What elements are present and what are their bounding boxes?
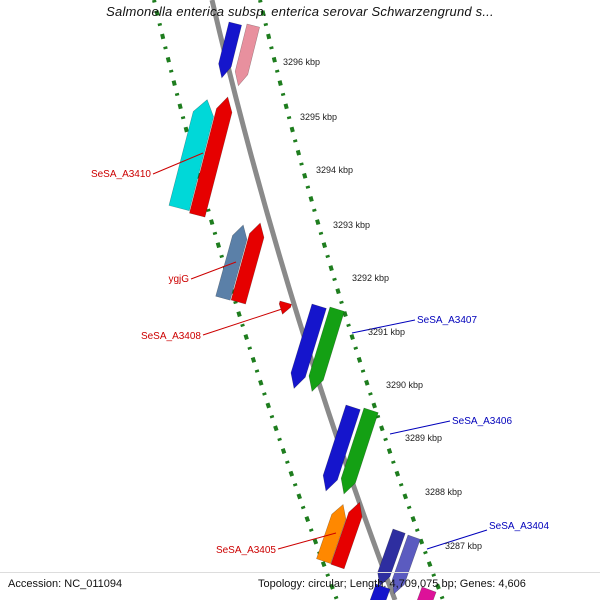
gene-label-sesa-a3407[interactable]: SeSA_A3407 xyxy=(417,315,477,326)
label-line-sesa-a3406 xyxy=(389,420,451,435)
tick-label-3296kbp: 3296 kbp xyxy=(283,57,320,67)
gene-arrow-sesa-a3406-blue[interactable] xyxy=(319,404,361,493)
gene-arrow-sesa-a3407-blue[interactable] xyxy=(287,303,327,391)
tick-label-3289kbp: 3289 kbp xyxy=(405,433,442,443)
tick-label-3293kbp: 3293 kbp xyxy=(333,220,370,230)
gene-label-sesa-a3406[interactable]: SeSA_A3406 xyxy=(452,416,512,427)
gene-arrow-sesa-a3407-green[interactable] xyxy=(305,306,345,394)
tick-label-3295kbp: 3295 kbp xyxy=(300,112,337,122)
gene-arrow-sesa-a3405-red[interactable] xyxy=(330,500,366,570)
gene-arrow-sesa-a3404-navy[interactable] xyxy=(374,528,406,588)
genome-backbone xyxy=(209,0,398,600)
tick-label-3288kbp: 3288 kbp xyxy=(425,487,462,497)
gene-label-sesa-a3404[interactable]: SeSA_A3404 xyxy=(489,521,549,532)
gene-arrow-sesa-a3410-cyan[interactable] xyxy=(168,97,217,211)
tick-label-3292kbp: 3292 kbp xyxy=(352,273,389,283)
gene-arrow-ygjg[interactable] xyxy=(215,223,251,301)
label-line-sesa-a3405 xyxy=(277,532,337,550)
label-line-sesa-a3410 xyxy=(152,152,204,175)
gene-label-ygjg[interactable]: ygjG xyxy=(168,274,189,285)
ruler-ticks-left xyxy=(152,0,339,600)
gene-arrow-sesa-a3410-red[interactable] xyxy=(189,95,235,218)
gene-arrow-bottom-magenta[interactable] xyxy=(408,586,437,600)
label-line-sesa-a3407 xyxy=(351,319,416,334)
gene-arrow-bottom-blue[interactable] xyxy=(359,583,391,600)
accession-text: Accession: NC_011094 xyxy=(8,578,123,590)
status-bar: Accession: NC_011094 Topology: circular;… xyxy=(0,574,600,600)
map-title: Salmonella enterica subsp. enterica sero… xyxy=(106,4,494,19)
gene-label-sesa-a3410[interactable]: SeSA_A3410 xyxy=(91,169,151,180)
gene-arrow-sesa-a3408[interactable] xyxy=(277,300,292,316)
topology-summary-text: Topology: circular; Length: 4,709,075 bp… xyxy=(258,578,526,590)
label-line-ygjg xyxy=(190,261,237,280)
label-line-sesa-a3404 xyxy=(426,529,488,550)
gene-arrow-sesa-a3406-green[interactable] xyxy=(337,407,379,496)
tick-label-3291kbp: 3291 kbp xyxy=(368,327,405,337)
gene-label-sesa-a3408[interactable]: SeSA_A3408 xyxy=(141,331,201,342)
gene-arrow-ygjg-red[interactable] xyxy=(230,221,267,305)
tick-label-3287kbp: 3287 kbp xyxy=(445,541,482,551)
gene-label-sesa-a3405[interactable]: SeSA_A3405 xyxy=(216,545,276,556)
tick-label-3294kbp: 3294 kbp xyxy=(316,165,353,175)
ruler-ticks-right xyxy=(258,0,445,600)
tick-label-3290kbp: 3290 kbp xyxy=(386,380,423,390)
gene-arrow-top-pink[interactable] xyxy=(232,23,260,87)
gene-arrow-top-blue[interactable] xyxy=(215,21,242,79)
footer-divider xyxy=(0,572,600,573)
label-line-sesa-a3408 xyxy=(202,308,283,336)
